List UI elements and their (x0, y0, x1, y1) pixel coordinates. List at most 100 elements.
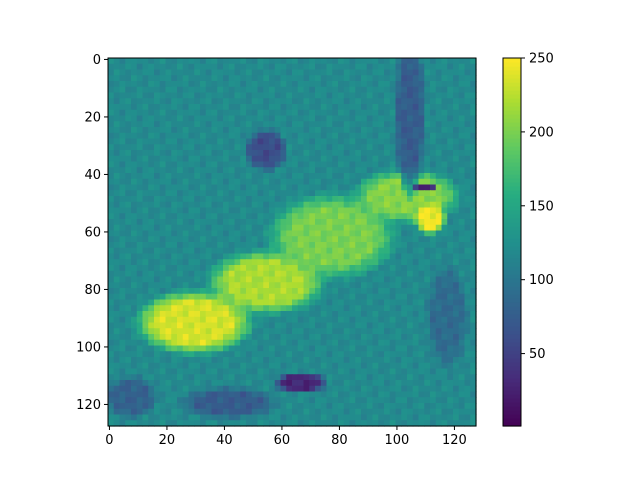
heatmap-cell (355, 259, 362, 266)
heatmap-cell (326, 224, 333, 232)
heatmap-cell (320, 109, 328, 117)
heatmap-cell (401, 58, 408, 65)
heatmap-cell (205, 270, 213, 278)
heatmap-cell (361, 138, 368, 145)
colorbar-band (503, 78, 521, 83)
heatmap-cell (292, 362, 299, 370)
heatmap-cell (292, 339, 299, 347)
heatmap-cell (200, 253, 207, 260)
heatmap-cell (280, 132, 287, 140)
heatmap-cell (395, 213, 402, 220)
heatmap-cell (349, 316, 356, 324)
heatmap-cell (326, 288, 333, 295)
heatmap-cell (453, 334, 460, 341)
heatmap-cell (142, 351, 149, 358)
heatmap-cell (269, 92, 276, 99)
heatmap-cell (303, 219, 310, 226)
heatmap-cell (320, 69, 328, 76)
heatmap-cell (154, 328, 161, 335)
heatmap-cell (418, 219, 425, 226)
heatmap-cell (384, 58, 391, 65)
heatmap-cell (412, 322, 420, 329)
heatmap-cell (303, 121, 310, 128)
heatmap-cell (182, 69, 190, 76)
heatmap-cell (217, 138, 224, 145)
heatmap-cell (108, 316, 115, 324)
heatmap-cell (395, 408, 402, 416)
heatmap-cell (217, 357, 224, 364)
heatmap-cell (223, 109, 230, 117)
heatmap-cell (205, 109, 213, 117)
heatmap-cell (343, 178, 351, 186)
heatmap-cell (182, 98, 190, 105)
heatmap-cell (343, 75, 351, 82)
heatmap-cell (159, 190, 167, 197)
heatmap-cell (435, 81, 443, 88)
heatmap-cell (240, 213, 247, 220)
heatmap-cell (372, 63, 379, 71)
heatmap-cell (407, 92, 414, 99)
colorbar-band (503, 166, 521, 171)
heatmap-cell (211, 121, 218, 128)
heatmap-cell (389, 345, 397, 352)
colorbar-band (503, 302, 521, 307)
heatmap-cell (366, 92, 374, 99)
heatmap-cell (125, 98, 132, 105)
heatmap-cell (286, 276, 293, 283)
heatmap-cell (211, 247, 218, 255)
heatmap-cell (401, 201, 408, 209)
heatmap-cell (188, 270, 195, 278)
heatmap-cell (441, 138, 448, 145)
heatmap-cell (177, 385, 184, 393)
heatmap-cell (165, 190, 172, 197)
heatmap-cell (217, 368, 224, 375)
heatmap-cell (223, 397, 230, 404)
heatmap-cell (412, 138, 420, 145)
heatmap-cell (326, 69, 333, 76)
heatmap-cell (453, 173, 460, 180)
heatmap-cell (389, 242, 397, 249)
heatmap-cell (470, 397, 477, 404)
colorbar-band (503, 350, 521, 355)
heatmap-cell (297, 357, 305, 364)
heatmap-cell (320, 403, 328, 410)
heatmap-cell (136, 391, 144, 398)
heatmap-cell (211, 242, 218, 249)
heatmap-cell (292, 276, 299, 283)
heatmap-cell (142, 167, 149, 174)
heatmap-cell (234, 207, 241, 214)
heatmap-cell (217, 385, 224, 393)
heatmap-cell (303, 380, 310, 387)
heatmap-cell (384, 414, 391, 421)
heatmap-cell (286, 184, 293, 191)
heatmap-cell (297, 213, 305, 220)
heatmap-cell (148, 132, 155, 140)
heatmap-cell (108, 247, 115, 255)
heatmap-cell (464, 270, 471, 278)
heatmap-cell (372, 276, 379, 283)
heatmap-cell (366, 127, 374, 134)
heatmap-cell (269, 259, 276, 266)
heatmap-cell (424, 328, 431, 335)
heatmap-cell (303, 339, 310, 347)
heatmap-cell (407, 420, 414, 427)
heatmap-cell (441, 397, 448, 404)
heatmap-cell (343, 230, 351, 237)
heatmap-cell (424, 391, 431, 398)
heatmap-cell (182, 282, 190, 289)
heatmap-cell (355, 265, 362, 272)
heatmap-cell (378, 127, 385, 134)
heatmap-cell (326, 339, 333, 347)
heatmap-cell (148, 242, 155, 249)
heatmap-cell (326, 322, 333, 329)
heatmap-cell (131, 391, 138, 398)
heatmap-cell (447, 196, 454, 203)
heatmap-cell (430, 247, 437, 255)
heatmap-cell (338, 345, 345, 352)
heatmap-cell (263, 299, 270, 306)
heatmap-cell (131, 408, 138, 416)
heatmap-cell (113, 397, 121, 404)
heatmap-cell (223, 167, 230, 174)
heatmap-cell (315, 391, 322, 398)
